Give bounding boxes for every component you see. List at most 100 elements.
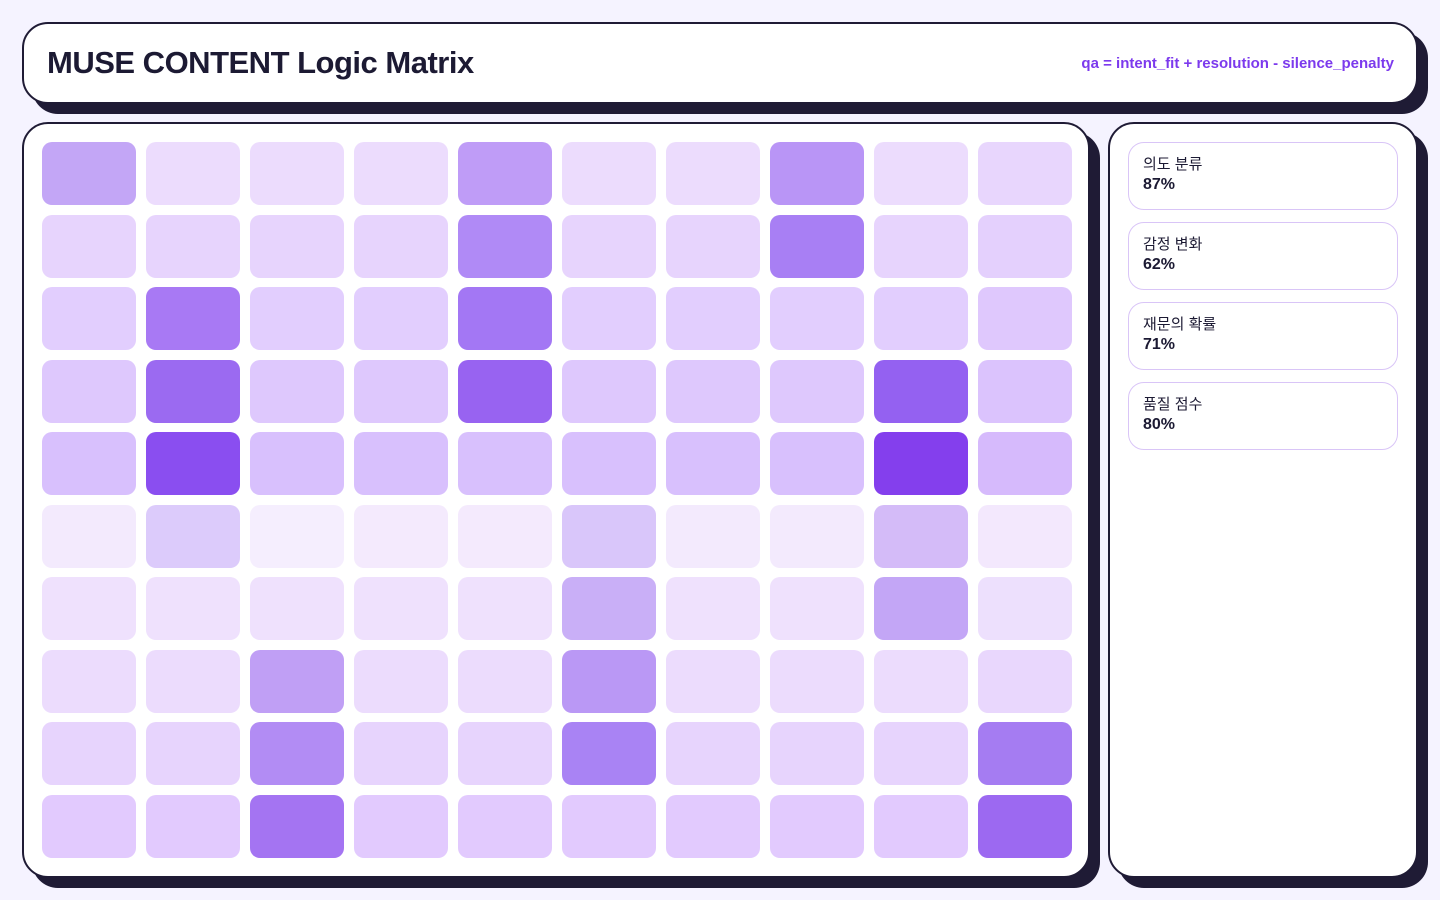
matrix-cell-r2-c4[interactable] [354,214,448,278]
matrix-cell-r8-c8[interactable] [770,649,864,713]
matrix-cell-r8-c7[interactable] [666,649,760,713]
matrix-cell-r2-c9[interactable] [874,214,968,278]
matrix-cell-r4-c1[interactable] [42,359,136,423]
matrix-cell-r6-c2[interactable] [146,504,240,568]
matrix-cell-r5-c8[interactable] [770,432,864,495]
matrix-cell-r9-c4[interactable] [354,722,448,785]
matrix-cell-r1-c3[interactable] [250,142,344,205]
matrix-cell-r10-c5[interactable] [458,794,552,858]
matrix-cell-r4-c3[interactable] [250,359,344,423]
matrix-cell-r7-c1[interactable] [42,577,136,640]
matrix-cell-r7-c10[interactable] [978,577,1072,640]
matrix-cell-r6-c1[interactable] [42,504,136,568]
matrix-cell-r10-c2[interactable] [146,794,240,858]
matrix-cell-r4-c2[interactable] [146,359,240,423]
matrix-cell-r1-c6[interactable] [562,142,656,205]
matrix-cell-r2-c5[interactable] [458,214,552,278]
matrix-cell-r7-c3[interactable] [250,577,344,640]
matrix-cell-r8-c5[interactable] [458,649,552,713]
matrix-cell-r4-c6[interactable] [562,359,656,423]
matrix-cell-r6-c5[interactable] [458,504,552,568]
matrix-cell-r6-c4[interactable] [354,504,448,568]
matrix-cell-r2-c10[interactable] [978,214,1072,278]
matrix-cell-r10-c4[interactable] [354,794,448,858]
matrix-cell-r2-c3[interactable] [250,214,344,278]
matrix-cell-r10-c3[interactable] [250,794,344,858]
matrix-cell-r9-c5[interactable] [458,722,552,785]
matrix-cell-r1-c4[interactable] [354,142,448,205]
matrix-cell-r1-c10[interactable] [978,142,1072,205]
matrix-cell-r10-c1[interactable] [42,794,136,858]
matrix-cell-r3-c9[interactable] [874,287,968,350]
matrix-cell-r4-c10[interactable] [978,359,1072,423]
matrix-cell-r3-c7[interactable] [666,287,760,350]
matrix-cell-r7-c2[interactable] [146,577,240,640]
matrix-cell-r2-c1[interactable] [42,214,136,278]
matrix-cell-r3-c10[interactable] [978,287,1072,350]
matrix-cell-r8-c4[interactable] [354,649,448,713]
matrix-cell-r4-c5[interactable] [458,359,552,423]
matrix-cell-r5-c2[interactable] [146,432,240,495]
matrix-cell-r2-c2[interactable] [146,214,240,278]
matrix-cell-r5-c1[interactable] [42,432,136,495]
matrix-cell-r4-c9[interactable] [874,359,968,423]
matrix-cell-r6-c7[interactable] [666,504,760,568]
matrix-cell-r7-c6[interactable] [562,577,656,640]
matrix-cell-r1-c2[interactable] [146,142,240,205]
matrix-cell-r10-c6[interactable] [562,794,656,858]
matrix-cell-r8-c10[interactable] [978,649,1072,713]
matrix-cell-r3-c1[interactable] [42,287,136,350]
matrix-cell-r6-c8[interactable] [770,504,864,568]
matrix-cell-r8-c9[interactable] [874,649,968,713]
matrix-cell-r9-c9[interactable] [874,722,968,785]
matrix-cell-r7-c8[interactable] [770,577,864,640]
matrix-cell-r10-c10[interactable] [978,794,1072,858]
matrix-cell-r3-c3[interactable] [250,287,344,350]
matrix-cell-r5-c9[interactable] [874,432,968,495]
matrix-cell-r8-c3[interactable] [250,649,344,713]
matrix-cell-r4-c4[interactable] [354,359,448,423]
matrix-cell-r6-c3[interactable] [250,504,344,568]
matrix-cell-r3-c5[interactable] [458,287,552,350]
matrix-cell-r5-c3[interactable] [250,432,344,495]
matrix-cell-r3-c2[interactable] [146,287,240,350]
matrix-cell-r1-c5[interactable] [458,142,552,205]
matrix-cell-r5-c6[interactable] [562,432,656,495]
matrix-cell-r4-c7[interactable] [666,359,760,423]
matrix-cell-r6-c9[interactable] [874,504,968,568]
matrix-cell-r10-c7[interactable] [666,794,760,858]
matrix-cell-r10-c8[interactable] [770,794,864,858]
matrix-cell-r8-c6[interactable] [562,649,656,713]
matrix-cell-r2-c8[interactable] [770,214,864,278]
matrix-cell-r2-c6[interactable] [562,214,656,278]
matrix-cell-r5-c5[interactable] [458,432,552,495]
matrix-cell-r5-c10[interactable] [978,432,1072,495]
matrix-cell-r9-c8[interactable] [770,722,864,785]
matrix-cell-r3-c8[interactable] [770,287,864,350]
matrix-cell-r10-c9[interactable] [874,794,968,858]
matrix-cell-r4-c8[interactable] [770,359,864,423]
matrix-cell-r9-c2[interactable] [146,722,240,785]
matrix-cell-r5-c4[interactable] [354,432,448,495]
matrix-cell-r1-c7[interactable] [666,142,760,205]
matrix-cell-r9-c3[interactable] [250,722,344,785]
matrix-cell-r3-c6[interactable] [562,287,656,350]
matrix-cell-r8-c1[interactable] [42,649,136,713]
matrix-cell-r6-c6[interactable] [562,504,656,568]
matrix-cell-r7-c7[interactable] [666,577,760,640]
matrix-cell-r3-c4[interactable] [354,287,448,350]
matrix-cell-r1-c8[interactable] [770,142,864,205]
matrix-cell-r1-c1[interactable] [42,142,136,205]
matrix-cell-r6-c10[interactable] [978,504,1072,568]
matrix-cell-r9-c7[interactable] [666,722,760,785]
matrix-cell-r9-c6[interactable] [562,722,656,785]
matrix-cell-r1-c9[interactable] [874,142,968,205]
matrix-cell-r5-c7[interactable] [666,432,760,495]
matrix-cell-r7-c4[interactable] [354,577,448,640]
matrix-cell-r7-c9[interactable] [874,577,968,640]
matrix-cell-r9-c1[interactable] [42,722,136,785]
matrix-cell-r8-c2[interactable] [146,649,240,713]
matrix-cell-r7-c5[interactable] [458,577,552,640]
matrix-cell-r2-c7[interactable] [666,214,760,278]
matrix-cell-r9-c10[interactable] [978,722,1072,785]
